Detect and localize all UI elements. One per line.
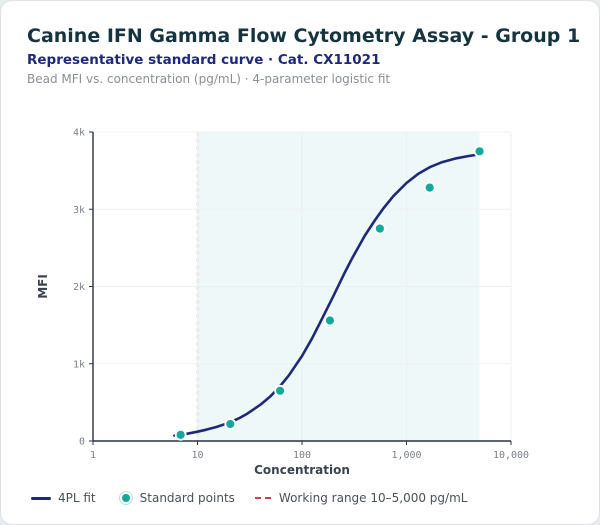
y-axis-label: MFI [36, 274, 50, 299]
legend-swatch-line [31, 496, 51, 500]
chart-description: Bead MFI vs. concentration (pg/mL) · 4-p… [27, 72, 391, 86]
legend-item-range: Working range 10–5,000 pg/mL [254, 491, 468, 505]
standard-point [174, 428, 187, 441]
standard-point [473, 145, 486, 158]
legend-swatch-dot-wrap [116, 494, 136, 502]
y-tick-label: 4k [73, 128, 85, 139]
standard-point [324, 314, 336, 327]
y-tick-label: 1k [73, 359, 85, 370]
standard-point [423, 181, 436, 194]
legend-swatch-dash [254, 497, 271, 499]
legend-item-fit: 4PL fit [31, 491, 96, 505]
legend-item-points: Standard points [116, 491, 235, 505]
x-tick-label: 10,000 [493, 450, 529, 461]
chart-title: Canine IFN Gamma Flow Cytometry Assay - … [27, 25, 581, 47]
standard-point [224, 418, 237, 430]
y-tick-label: 2k [73, 282, 85, 293]
legend-label-range: Working range 10–5,000 pg/mL [278, 491, 468, 505]
x-tick-label: 10 [191, 450, 203, 461]
series-layer [173, 145, 486, 441]
standard-point [274, 384, 286, 397]
x-axis-label: Concentration [254, 463, 350, 477]
legend-swatch-dot [121, 494, 130, 502]
y-tick-label: 0 [79, 437, 85, 448]
legend-label-points: Standard points [139, 491, 235, 505]
chart-legend: 4PL fit Standard points Working range 10… [31, 489, 487, 507]
standard-point [373, 222, 386, 235]
x-tick-label: 1 [90, 450, 96, 461]
chart-subtitle: Representative standard curve · Cat. CX1… [27, 52, 381, 68]
y-tick-label: 3k [73, 205, 85, 216]
x-tick-label: 100 [293, 450, 311, 461]
grid-layer [93, 131, 512, 441]
x-tick-label: 1,000 [391, 450, 421, 461]
legend-label-fit: 4PL fit [58, 491, 96, 505]
axes-layer: 0 1k 2k 3k 4k 1 10 100 1,000 10,000 [73, 128, 529, 462]
